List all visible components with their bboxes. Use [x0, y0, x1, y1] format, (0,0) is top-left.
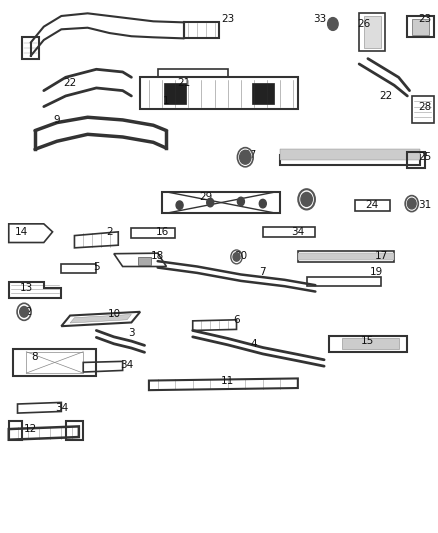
Text: 11: 11 [221, 376, 234, 386]
Text: 7: 7 [259, 267, 266, 277]
Bar [164, 83, 186, 104]
Circle shape [176, 201, 183, 209]
Circle shape [301, 192, 312, 206]
Circle shape [407, 198, 416, 209]
Text: 13: 13 [20, 283, 33, 293]
Polygon shape [342, 338, 399, 349]
Text: 23: 23 [221, 14, 234, 23]
Text: 4: 4 [251, 339, 258, 349]
Circle shape [207, 198, 214, 207]
Text: 18: 18 [151, 251, 164, 261]
Text: 34: 34 [120, 360, 134, 370]
Text: 12: 12 [24, 424, 37, 434]
Circle shape [240, 150, 251, 164]
Bar [252, 83, 274, 104]
Circle shape [328, 18, 338, 30]
Text: 34: 34 [55, 403, 68, 413]
Polygon shape [298, 253, 394, 260]
Text: 15: 15 [361, 336, 374, 346]
Bar [138, 257, 151, 265]
Text: 17: 17 [374, 251, 388, 261]
Text: 22: 22 [64, 78, 77, 87]
Text: 28: 28 [418, 102, 431, 111]
Text: 6: 6 [233, 315, 240, 325]
Polygon shape [280, 149, 420, 160]
Text: 19: 19 [370, 267, 383, 277]
Text: 22: 22 [379, 91, 392, 101]
Text: 25: 25 [418, 152, 431, 162]
Circle shape [259, 199, 266, 208]
Text: 5: 5 [93, 262, 100, 271]
Text: 30: 30 [300, 195, 313, 205]
Text: 33: 33 [313, 14, 326, 23]
Text: 16: 16 [155, 227, 169, 237]
Polygon shape [412, 19, 429, 35]
Text: 23: 23 [418, 14, 431, 23]
Text: 26: 26 [357, 19, 370, 29]
Text: 29: 29 [199, 192, 212, 202]
Text: 14: 14 [15, 227, 28, 237]
Circle shape [20, 306, 28, 317]
Text: 2: 2 [106, 227, 113, 237]
Circle shape [237, 197, 244, 206]
Polygon shape [364, 16, 381, 48]
Text: 34: 34 [291, 227, 304, 237]
Text: 10: 10 [107, 310, 120, 319]
Text: 1: 1 [163, 96, 170, 106]
Text: 32: 32 [20, 307, 33, 317]
Polygon shape [70, 314, 131, 323]
Text: 3: 3 [128, 328, 135, 338]
Text: 24: 24 [366, 200, 379, 210]
Text: 31: 31 [418, 200, 431, 210]
Circle shape [233, 253, 240, 261]
Text: 8: 8 [32, 352, 39, 362]
Text: 20: 20 [234, 251, 247, 261]
Text: 9: 9 [53, 115, 60, 125]
Text: 27: 27 [243, 150, 256, 159]
Text: 21: 21 [177, 78, 191, 87]
